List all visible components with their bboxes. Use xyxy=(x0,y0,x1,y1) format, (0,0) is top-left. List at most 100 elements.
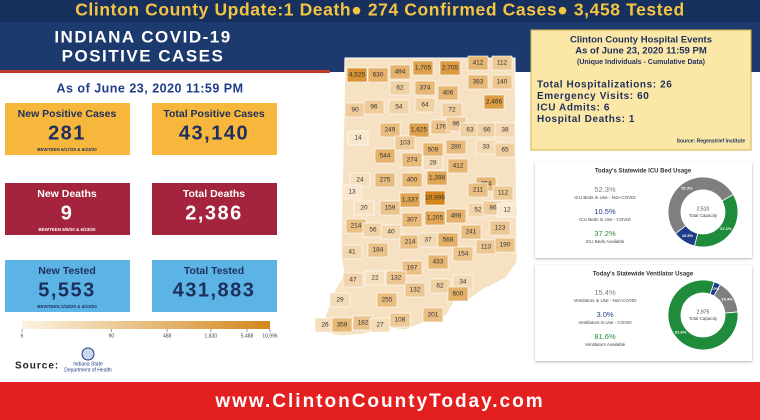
county xyxy=(460,224,482,240)
county-label: 14 xyxy=(354,135,362,142)
county-label: 211 xyxy=(473,187,484,194)
donut-slice xyxy=(667,279,739,351)
county xyxy=(424,210,446,226)
hospital-note: (Unique Individuals - Cumulative Data) xyxy=(577,59,705,66)
stat-value: 43,140 xyxy=(179,122,249,144)
county xyxy=(401,260,423,276)
county-label: 374 xyxy=(420,85,431,92)
county xyxy=(389,80,411,96)
county xyxy=(447,158,469,174)
hospital-box xyxy=(530,29,752,151)
legend-name: ICU Beds in Use - Non-COVID xyxy=(574,195,636,200)
donut-total-label: Total Capacity xyxy=(689,213,718,218)
donut-total: 2,510 xyxy=(697,206,710,212)
county-label: 29 xyxy=(336,297,344,304)
county xyxy=(414,80,436,96)
county xyxy=(422,155,444,171)
county xyxy=(379,200,401,216)
legend-label: 1,830 xyxy=(205,333,218,339)
county-label: 400 xyxy=(407,177,418,184)
footer-url: www.ClintonCountyToday.com xyxy=(214,391,544,412)
county xyxy=(452,246,474,262)
county-label: 37 xyxy=(424,237,432,244)
county-label: 63 xyxy=(466,127,474,134)
donut-title: Today's Statewide Ventilator Usage xyxy=(593,272,694,278)
county-label: 132 xyxy=(391,275,402,282)
county xyxy=(374,148,396,164)
county-label: 1,625 xyxy=(411,127,428,134)
hospital-title: Clinton County Hospital Events xyxy=(570,35,712,46)
slice-label: 15.4% xyxy=(721,297,733,302)
county xyxy=(341,244,363,260)
county-label: 1,398 xyxy=(429,175,446,182)
county xyxy=(401,212,423,228)
county-label: 10,996 xyxy=(425,195,445,202)
county xyxy=(491,55,513,71)
county-label: 72 xyxy=(448,107,456,114)
legend-label: 90 xyxy=(109,333,115,339)
county xyxy=(388,99,410,115)
county xyxy=(489,220,511,236)
stat-label: New Deaths xyxy=(37,188,97,200)
header-bar xyxy=(0,0,760,22)
county-label: 1,337 xyxy=(402,197,419,204)
county xyxy=(492,185,514,201)
county-label: 140 xyxy=(497,79,508,86)
county-label: 509 xyxy=(428,147,439,154)
county xyxy=(329,292,351,308)
legend-percent: 3.0% xyxy=(596,310,613,319)
county-label: 4,525 xyxy=(349,72,366,79)
slice-label: 3.0% xyxy=(710,286,720,291)
source-org: Department of Health xyxy=(64,367,112,373)
county xyxy=(380,224,402,240)
legend-percent: 37.2% xyxy=(594,229,616,238)
slice-label: 37.2% xyxy=(720,226,732,231)
county xyxy=(389,64,411,80)
county-label: 190 xyxy=(500,242,511,249)
county-label: 214 xyxy=(405,239,416,246)
county-label: 90 xyxy=(351,107,359,114)
county-label: 38 xyxy=(501,127,509,134)
county-label: 41 xyxy=(348,249,356,256)
county-label: 255 xyxy=(382,297,393,304)
county xyxy=(445,139,467,155)
county-label: 132 xyxy=(410,287,421,294)
source-org: Indiana State xyxy=(73,361,103,367)
county xyxy=(422,307,444,323)
footer-bar xyxy=(0,382,760,420)
county xyxy=(437,85,459,101)
stat-note: BEWTEEN 2/18/20 & 6/23/20 xyxy=(37,304,97,309)
county-label: 66 xyxy=(483,127,491,134)
panel-title: INDIANA COVID-19 xyxy=(54,27,231,46)
county xyxy=(429,278,451,294)
stat-label: Total Tested xyxy=(184,265,244,277)
legend-label: 5,488 xyxy=(241,333,254,339)
county-label: 20 xyxy=(360,205,368,212)
county-label: 176 xyxy=(436,124,447,131)
legend-percent: 10.5% xyxy=(594,207,616,216)
county-label: 307 xyxy=(407,217,418,224)
stat-value: 5,553 xyxy=(38,279,96,301)
county-label: 241 xyxy=(466,229,477,236)
county xyxy=(424,190,446,206)
county-label: 33 xyxy=(482,144,490,151)
county xyxy=(346,67,368,83)
county-label: 96 xyxy=(452,121,460,128)
county-label: 201 xyxy=(428,312,439,319)
legend-percent: 52.3% xyxy=(594,185,616,194)
county xyxy=(331,317,353,333)
county xyxy=(467,182,489,198)
county-label: 182 xyxy=(358,320,369,327)
legend-label: 488 xyxy=(163,333,172,339)
legend-percent: 81.6% xyxy=(594,332,616,341)
stat-box xyxy=(5,103,130,155)
donut-total: 2,975 xyxy=(697,309,710,315)
legend-name: ICU Beds in Use - COVID xyxy=(579,217,631,222)
county-label: 47 xyxy=(349,277,357,284)
county-label: 214 xyxy=(351,223,362,230)
county-label: 600 xyxy=(453,291,464,298)
county xyxy=(389,312,411,328)
county-label: 108 xyxy=(395,317,406,324)
legend-name: ICU Beds Available xyxy=(586,239,625,244)
